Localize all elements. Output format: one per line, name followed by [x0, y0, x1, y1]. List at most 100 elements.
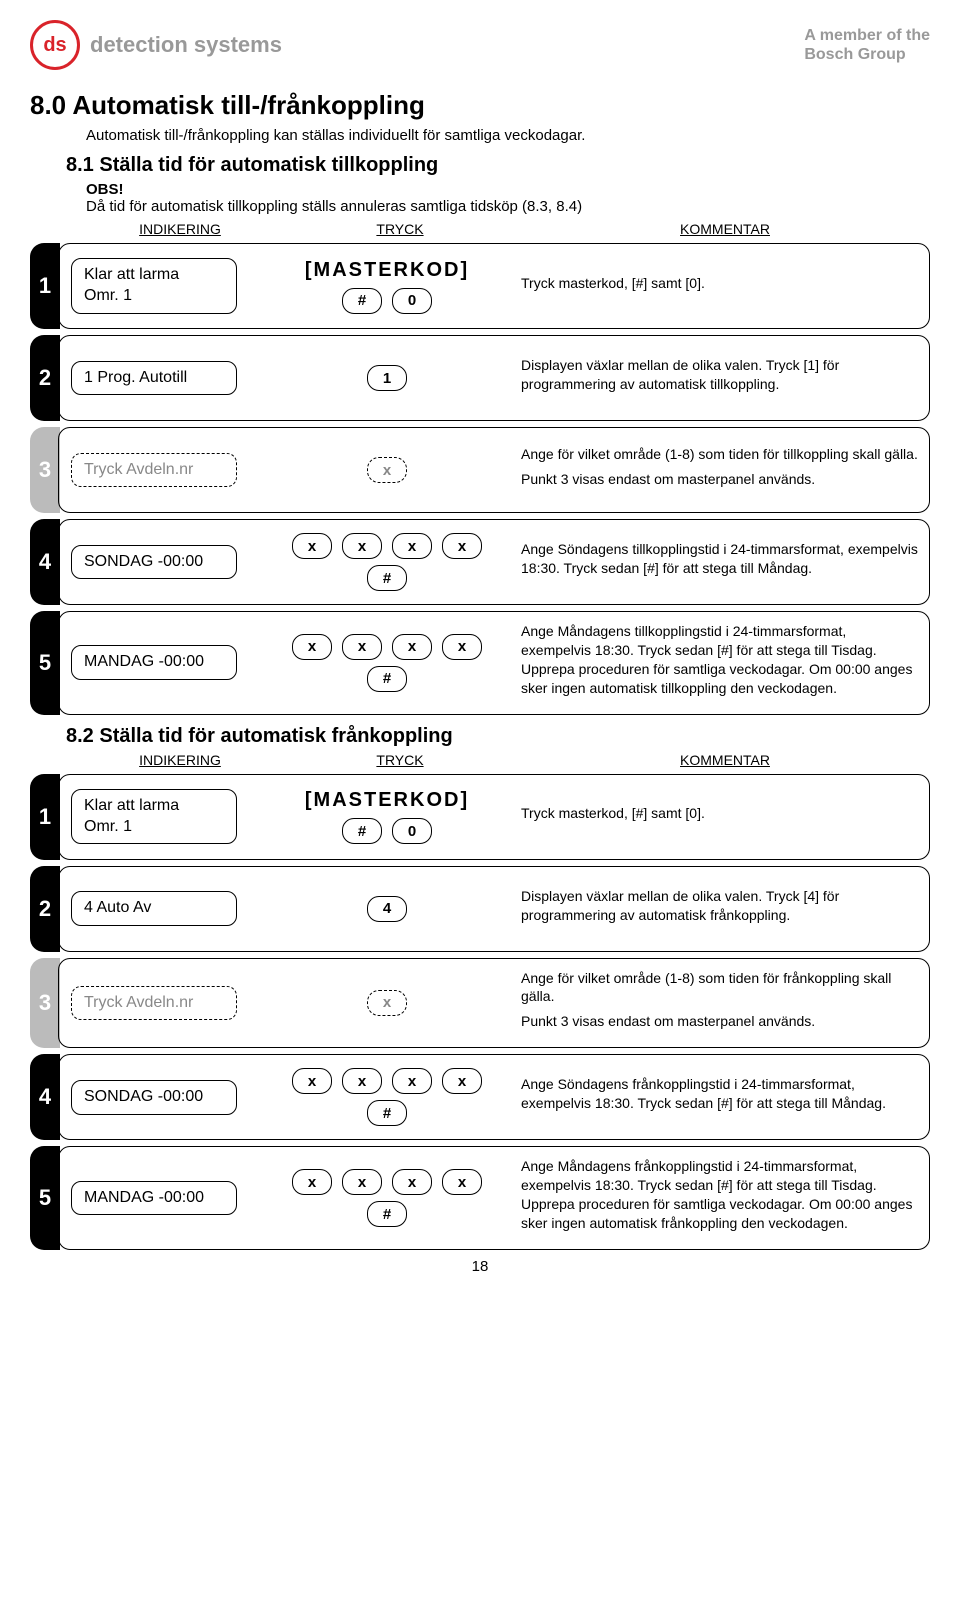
- key-row: #: [367, 1100, 407, 1126]
- step-number: 3: [30, 427, 60, 513]
- step-body: Tryck Avdeln.nr x Ange för vilket område…: [58, 958, 930, 1049]
- member-line2: Bosch Group: [804, 46, 905, 63]
- key-x[interactable]: x: [342, 1068, 382, 1094]
- step-number: 4: [30, 519, 60, 605]
- key-4[interactable]: 4: [367, 896, 407, 922]
- indikering-cell: SONDAG -00:00: [61, 545, 267, 580]
- tryck-cell: [MASTERKOD] # 0: [267, 259, 507, 314]
- step-number: 1: [30, 774, 60, 860]
- key-x[interactable]: x: [392, 1169, 432, 1195]
- key-hash[interactable]: #: [342, 818, 382, 844]
- key-row: x: [367, 457, 407, 483]
- key-0[interactable]: 0: [392, 818, 432, 844]
- display-box: SONDAG -00:00: [71, 545, 237, 580]
- display-line1: Tryck Avdeln.nr: [84, 994, 193, 1011]
- tryck-cell: x x x x #: [267, 533, 507, 591]
- tryck-cell: x x x x #: [267, 1169, 507, 1227]
- obs-label: OBS!: [86, 181, 930, 198]
- step-number: 2: [30, 335, 60, 421]
- section-8-0-title: 8.0 Automatisk till-/frånkoppling: [30, 90, 930, 121]
- display-box-dashed: Tryck Avdeln.nr: [71, 453, 237, 488]
- comment-cell: Ange Måndagens frånkopplingstid i 24-tim…: [507, 1157, 919, 1239]
- tryck-cell: x: [267, 990, 507, 1016]
- tryck-cell: 1: [267, 365, 507, 391]
- key-x[interactable]: x: [442, 634, 482, 660]
- step-number: 3: [30, 958, 60, 1049]
- section-8-1-title: 8.1 Ställa tid för automatisk tillkoppli…: [66, 154, 930, 177]
- step-body: MANDAG -00:00 x x x x # Ange Måndagens t…: [58, 611, 930, 715]
- comment-cell: Ange Söndagens frånkopplingstid i 24-tim…: [507, 1075, 919, 1119]
- key-row: #: [367, 565, 407, 591]
- member-line1: A member of the: [804, 27, 930, 44]
- key-x[interactable]: x: [392, 533, 432, 559]
- key-x[interactable]: x: [292, 533, 332, 559]
- display-line1: SONDAG -00:00: [84, 1088, 203, 1105]
- key-row: x x x x: [292, 533, 482, 559]
- step-row: 3 Tryck Avdeln.nr x Ange för vilket områ…: [30, 958, 930, 1049]
- comment-text: Tryck masterkod, [#] samt [0].: [521, 804, 919, 823]
- key-x[interactable]: x: [442, 1068, 482, 1094]
- key-x[interactable]: x: [292, 1068, 332, 1094]
- comment-text: Ange för vilket område (1-8) som tiden f…: [521, 969, 919, 1007]
- step-body: MANDAG -00:00 x x x x # Ange Måndagens f…: [58, 1146, 930, 1250]
- key-x[interactable]: x: [367, 990, 407, 1016]
- col-indikering: INDIKERING: [80, 221, 280, 237]
- display-box: Klar att larma Omr. 1: [71, 258, 237, 314]
- comment-text: Punkt 3 visas endast om masterpanel anvä…: [521, 470, 919, 489]
- page-header: ds detection systems A member of the Bos…: [30, 20, 930, 70]
- key-hash[interactable]: #: [367, 1100, 407, 1126]
- display-line1: Klar att larma: [84, 266, 179, 283]
- comment-cell: Ange för vilket område (1-8) som tiden f…: [507, 969, 919, 1038]
- logo-block: ds detection systems: [30, 20, 282, 70]
- col-tryck: TRYCK: [280, 752, 520, 768]
- comment-text: Ange Söndagens tillkopplingstid i 24-tim…: [521, 540, 919, 578]
- table-8-2: INDIKERING TRYCK KOMMENTAR 1 Klar att la…: [30, 752, 930, 1250]
- key-hash[interactable]: #: [367, 1201, 407, 1227]
- key-x[interactable]: x: [392, 634, 432, 660]
- comment-text: Tryck masterkod, [#] samt [0].: [521, 274, 919, 293]
- key-x[interactable]: x: [367, 457, 407, 483]
- key-x[interactable]: x: [292, 1169, 332, 1195]
- key-row: x x x x: [292, 1169, 482, 1195]
- comment-text: Ange för vilket område (1-8) som tiden f…: [521, 445, 919, 464]
- key-row: 1: [367, 365, 407, 391]
- display-box: 4 Auto Av: [71, 891, 237, 926]
- display-line1: MANDAG -00:00: [84, 1189, 204, 1206]
- comment-text: Ange Söndagens frånkopplingstid i 24-tim…: [521, 1075, 919, 1113]
- masterkod-label: [MASTERKOD]: [305, 259, 469, 282]
- key-x[interactable]: x: [292, 634, 332, 660]
- comment-text: Ange Måndagens frånkopplingstid i 24-tim…: [521, 1157, 919, 1233]
- step-row: 5 MANDAG -00:00 x x x x # Ange Månda: [30, 1146, 930, 1250]
- key-x[interactable]: x: [342, 1169, 382, 1195]
- logo-text: detection systems: [90, 32, 282, 58]
- display-line1: Klar att larma: [84, 797, 179, 814]
- member-text: A member of the Bosch Group: [804, 26, 930, 64]
- step-body: Tryck Avdeln.nr x Ange för vilket område…: [58, 427, 930, 513]
- tryck-cell: x x x x #: [267, 634, 507, 692]
- col-headers: INDIKERING TRYCK KOMMENTAR: [80, 752, 930, 768]
- key-hash[interactable]: #: [342, 288, 382, 314]
- step-row: 5 MANDAG -00:00 x x x x # Ange Månda: [30, 611, 930, 715]
- key-x[interactable]: x: [442, 1169, 482, 1195]
- step-number: 4: [30, 1054, 60, 1140]
- col-tryck: TRYCK: [280, 221, 520, 237]
- step-row: 1 Klar att larma Omr. 1 [MASTERKOD] # 0 …: [30, 243, 930, 329]
- key-hash[interactable]: #: [367, 565, 407, 591]
- obs-text: Då tid för automatisk tillkoppling ställ…: [86, 198, 930, 215]
- comment-cell: Ange för vilket område (1-8) som tiden f…: [507, 445, 919, 495]
- comment-text: Displayen växlar mellan de olika valen. …: [521, 356, 919, 394]
- key-x[interactable]: x: [442, 533, 482, 559]
- indikering-cell: 1 Prog. Autotill: [61, 361, 267, 396]
- key-hash[interactable]: #: [367, 666, 407, 692]
- indikering-cell: Tryck Avdeln.nr: [61, 453, 267, 488]
- display-line1: 4 Auto Av: [84, 899, 151, 916]
- display-line1: SONDAG -00:00: [84, 553, 203, 570]
- key-0[interactable]: 0: [392, 288, 432, 314]
- key-x[interactable]: x: [342, 533, 382, 559]
- key-x[interactable]: x: [392, 1068, 432, 1094]
- display-line1: 1 Prog. Autotill: [84, 369, 187, 386]
- key-1[interactable]: 1: [367, 365, 407, 391]
- step-row: 2 1 Prog. Autotill 1 Displayen växlar me…: [30, 335, 930, 421]
- tryck-cell: 4: [267, 896, 507, 922]
- key-x[interactable]: x: [342, 634, 382, 660]
